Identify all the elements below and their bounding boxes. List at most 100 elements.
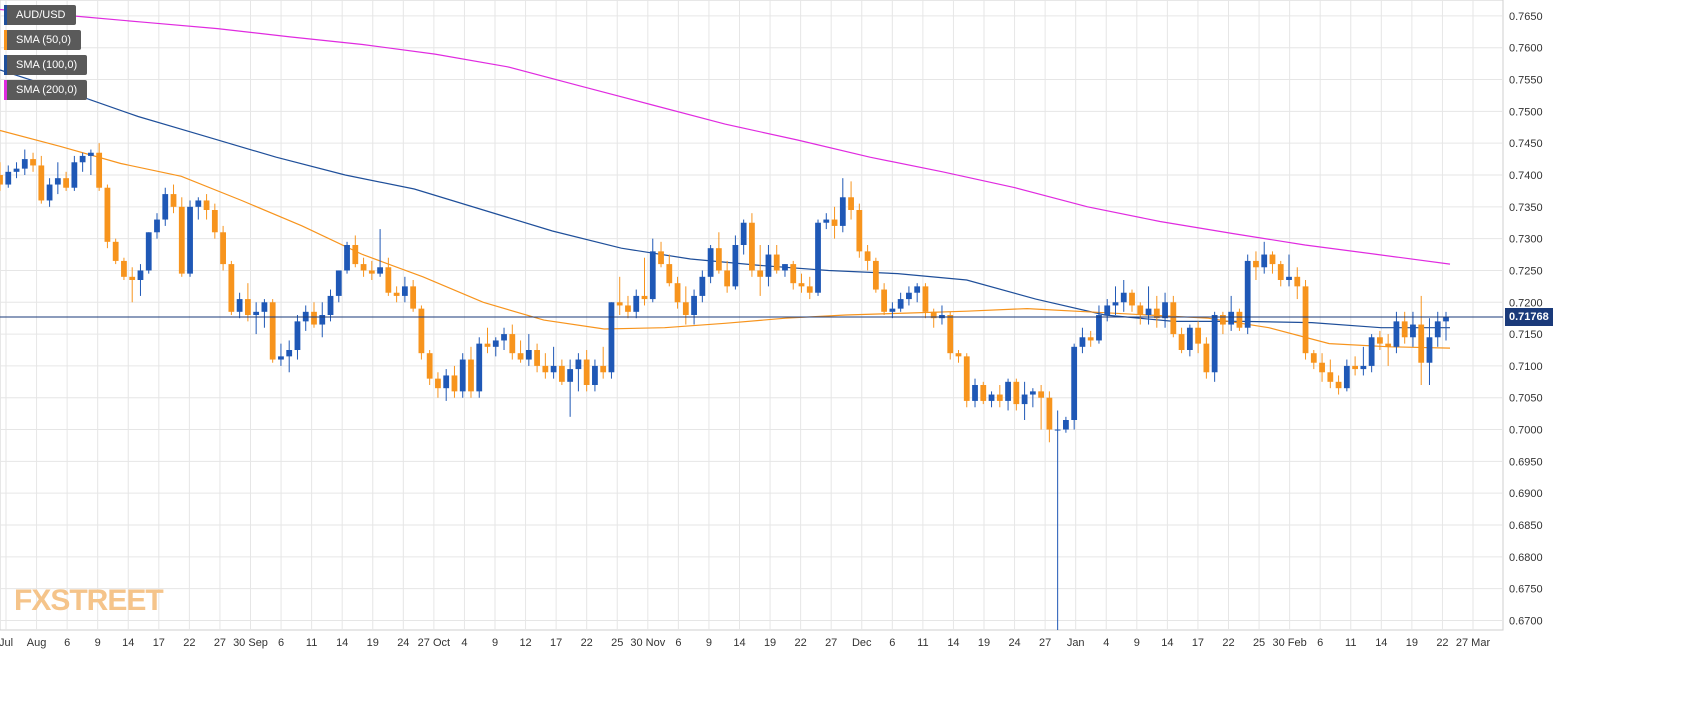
legend-item-audusd[interactable]: AUD/USD bbox=[4, 5, 76, 25]
candle-body bbox=[352, 245, 359, 265]
y-tick-label: 0.7500 bbox=[1509, 106, 1543, 118]
x-tick-label: 25 bbox=[611, 637, 623, 649]
candle-body bbox=[244, 299, 251, 315]
x-tick-label: 30 Sep bbox=[233, 637, 268, 649]
candle-body bbox=[1319, 362, 1325, 373]
candle-body bbox=[311, 311, 317, 325]
candle-body bbox=[327, 295, 334, 315]
candle-body bbox=[749, 222, 755, 271]
candle-body bbox=[501, 334, 507, 341]
candle-body bbox=[1162, 302, 1168, 319]
candle-body bbox=[1104, 305, 1111, 315]
y-tick-label: 0.6750 bbox=[1509, 584, 1543, 596]
x-tick-label: 25 bbox=[1253, 637, 1265, 649]
candle-body bbox=[848, 197, 854, 210]
candle-body bbox=[1063, 420, 1069, 430]
current-price-label: 0.71768 bbox=[1505, 308, 1553, 327]
candle-body bbox=[5, 171, 12, 185]
candle-body bbox=[1137, 305, 1144, 315]
candle-body bbox=[608, 302, 615, 373]
candle-body bbox=[980, 385, 987, 401]
candle-body bbox=[96, 152, 103, 188]
candle-body bbox=[178, 206, 185, 274]
candle-body bbox=[286, 350, 293, 357]
candle-body bbox=[864, 251, 871, 261]
sma50-line bbox=[0, 129, 1451, 349]
candle-body bbox=[1343, 365, 1350, 389]
candle-body bbox=[575, 359, 582, 370]
candle-body bbox=[228, 264, 235, 312]
candle-body bbox=[385, 267, 392, 293]
candle-body bbox=[906, 292, 912, 300]
candle-body bbox=[1096, 315, 1102, 341]
x-tick-label: Dec bbox=[852, 637, 872, 649]
legend-swatch bbox=[4, 80, 7, 100]
candle-body bbox=[525, 350, 532, 360]
legend-swatch bbox=[4, 30, 7, 50]
legend-item-sma100[interactable]: SMA (100,0) bbox=[4, 55, 88, 75]
candle-body bbox=[195, 200, 202, 207]
legend-label: SMA (200,0) bbox=[16, 84, 78, 96]
candle-body bbox=[1253, 260, 1259, 268]
x-tick-label: Jan bbox=[1067, 637, 1085, 649]
x-tick-label: 19 bbox=[978, 637, 990, 649]
candle-body bbox=[1145, 308, 1152, 315]
x-tick-label: 14 bbox=[122, 637, 134, 649]
y-tick-label: 0.7200 bbox=[1509, 297, 1543, 309]
x-tick-label: Jul bbox=[0, 637, 13, 649]
x-tick-label: 19 bbox=[367, 637, 379, 649]
candle-body bbox=[889, 308, 896, 312]
candle-body bbox=[203, 200, 210, 210]
x-tick-label: 9 bbox=[95, 637, 101, 649]
x-tick-label: 6 bbox=[64, 637, 70, 649]
candle-body bbox=[54, 178, 61, 185]
legend-item-sma50[interactable]: SMA (50,0) bbox=[4, 30, 82, 50]
y-tick-label: 0.6700 bbox=[1509, 615, 1543, 627]
candle-body bbox=[914, 286, 921, 293]
candle-body bbox=[38, 165, 45, 201]
candle-body bbox=[699, 276, 706, 296]
x-tick-label: 22 bbox=[183, 637, 195, 649]
x-tick-label: 22 bbox=[1436, 637, 1448, 649]
candle-body bbox=[658, 251, 664, 265]
x-tick-label: 27 Mar bbox=[1456, 637, 1491, 649]
x-tick-label: 27 bbox=[825, 637, 837, 649]
candle-body bbox=[1112, 302, 1119, 306]
candle-body bbox=[211, 210, 218, 233]
candle-body bbox=[691, 295, 697, 315]
candle-body bbox=[278, 356, 284, 360]
candle-body bbox=[955, 353, 962, 357]
candle-body bbox=[63, 178, 69, 188]
candle-body bbox=[1071, 346, 1078, 420]
candle-body bbox=[484, 343, 491, 347]
candle-body bbox=[46, 184, 53, 201]
candle-body bbox=[765, 254, 772, 277]
candle-body bbox=[1120, 292, 1127, 303]
candle-body bbox=[947, 315, 954, 354]
candle-body bbox=[1029, 391, 1036, 395]
candle-body bbox=[1038, 391, 1045, 398]
candle-body bbox=[1310, 353, 1317, 363]
candle-body bbox=[1368, 337, 1375, 366]
candle-body bbox=[426, 353, 433, 379]
candle-body bbox=[253, 311, 260, 315]
candle-body bbox=[988, 394, 995, 401]
legend-item-sma200[interactable]: SMA (200,0) bbox=[4, 80, 88, 100]
candle-body bbox=[1385, 343, 1392, 347]
x-tick-label: 6 bbox=[1317, 637, 1323, 649]
candle-body bbox=[798, 283, 805, 287]
candle-body bbox=[1178, 334, 1185, 350]
candle-body bbox=[401, 286, 408, 296]
watermark-logo: FXSTREET bbox=[14, 584, 163, 617]
plot-area bbox=[0, 0, 1504, 631]
x-tick-label: 9 bbox=[492, 637, 498, 649]
x-tick-label: 19 bbox=[764, 637, 776, 649]
legend-swatch bbox=[4, 5, 7, 25]
x-tick-label: Aug bbox=[27, 637, 47, 649]
x-tick-label: 4 bbox=[461, 637, 467, 649]
candle-body bbox=[0, 175, 3, 185]
candle-body bbox=[1401, 321, 1408, 338]
x-tick-label: 12 bbox=[519, 637, 531, 649]
sma100-line bbox=[0, 69, 1450, 329]
candle-body bbox=[1021, 394, 1028, 405]
